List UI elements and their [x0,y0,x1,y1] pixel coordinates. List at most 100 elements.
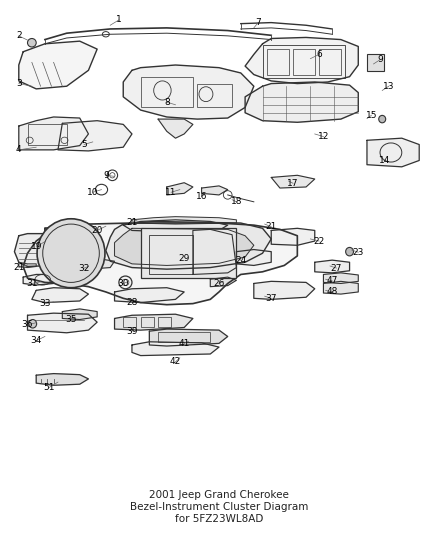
Ellipse shape [29,319,37,328]
Polygon shape [149,329,228,346]
Polygon shape [367,138,419,167]
Text: 12: 12 [318,132,329,141]
Text: 29: 29 [179,254,190,263]
Text: 26: 26 [213,279,225,288]
Text: 51: 51 [43,383,55,392]
Text: 37: 37 [265,294,277,303]
Text: 24: 24 [235,256,247,265]
Text: 5: 5 [81,140,87,149]
Text: 30: 30 [117,279,129,288]
Text: 48: 48 [326,287,338,296]
Text: 21: 21 [13,263,25,272]
Polygon shape [106,221,271,269]
Polygon shape [254,281,315,300]
Polygon shape [245,37,358,84]
Polygon shape [23,223,297,305]
Bar [267,49,289,75]
Polygon shape [132,216,237,224]
Text: 15: 15 [366,111,377,120]
Polygon shape [132,342,219,356]
Polygon shape [23,274,62,285]
Text: 31: 31 [26,279,38,288]
Text: 2: 2 [16,31,21,41]
Bar [197,84,232,108]
Text: 32: 32 [78,264,90,272]
Text: 11: 11 [166,188,177,197]
Text: 22: 22 [314,237,325,246]
Polygon shape [123,220,228,232]
Polygon shape [210,277,237,287]
Ellipse shape [379,115,386,123]
Text: 47: 47 [326,276,338,285]
Bar [319,49,341,75]
Text: 28: 28 [126,298,138,307]
Polygon shape [32,288,88,303]
Polygon shape [315,260,350,273]
Polygon shape [115,288,184,303]
Polygon shape [245,82,358,122]
Text: 1: 1 [116,15,122,25]
Text: 34: 34 [31,336,42,345]
Text: 36: 36 [22,320,33,329]
Text: 8: 8 [164,98,170,107]
Text: 23: 23 [353,248,364,257]
Bar [149,235,193,274]
Bar [158,332,210,342]
Polygon shape [123,65,254,119]
Bar [367,54,384,71]
Text: 2001 Jeep Grand Cherokee
Bezel-Instrument Cluster Diagram
for 5FZ23WL8AD: 2001 Jeep Grand Cherokee Bezel-Instrumen… [130,490,308,523]
Polygon shape [58,120,132,151]
Polygon shape [271,175,315,188]
Ellipse shape [28,38,36,47]
Text: 20: 20 [92,226,103,235]
Text: 42: 42 [170,358,181,367]
Ellipse shape [37,219,105,288]
Polygon shape [201,186,228,195]
Polygon shape [19,117,88,150]
Text: 27: 27 [331,264,342,272]
Text: 16: 16 [196,192,207,201]
Text: 3: 3 [16,79,21,88]
Text: 41: 41 [179,339,190,348]
Polygon shape [193,229,237,274]
Text: 7: 7 [255,18,261,27]
Bar [141,317,154,327]
Text: 33: 33 [39,299,51,308]
Polygon shape [14,233,62,266]
Polygon shape [75,259,115,269]
Text: 17: 17 [287,179,299,188]
Polygon shape [167,183,193,195]
Polygon shape [19,41,97,89]
Text: 14: 14 [379,156,390,165]
Polygon shape [323,281,358,294]
Text: 21: 21 [265,222,277,231]
Text: 6: 6 [316,50,322,59]
Polygon shape [36,374,88,385]
Ellipse shape [346,247,353,256]
Text: 18: 18 [231,197,242,206]
Polygon shape [115,228,254,265]
Bar [141,228,237,278]
Polygon shape [158,119,193,138]
Bar [293,49,315,75]
Bar [141,77,193,108]
Text: 19: 19 [31,243,42,252]
Text: 39: 39 [126,327,138,336]
Polygon shape [237,249,271,265]
Bar [158,317,171,327]
Text: 13: 13 [383,82,395,91]
Bar [28,124,67,144]
Text: 10: 10 [87,188,99,197]
Text: 9: 9 [377,55,383,64]
Text: 9: 9 [103,171,109,180]
Polygon shape [271,228,315,245]
Polygon shape [115,314,193,330]
Polygon shape [323,273,358,284]
Text: 21: 21 [126,218,138,227]
Polygon shape [28,313,97,333]
Text: 35: 35 [65,315,77,324]
Bar [123,317,136,327]
Polygon shape [19,262,36,268]
Polygon shape [62,309,97,319]
Bar [262,45,345,78]
